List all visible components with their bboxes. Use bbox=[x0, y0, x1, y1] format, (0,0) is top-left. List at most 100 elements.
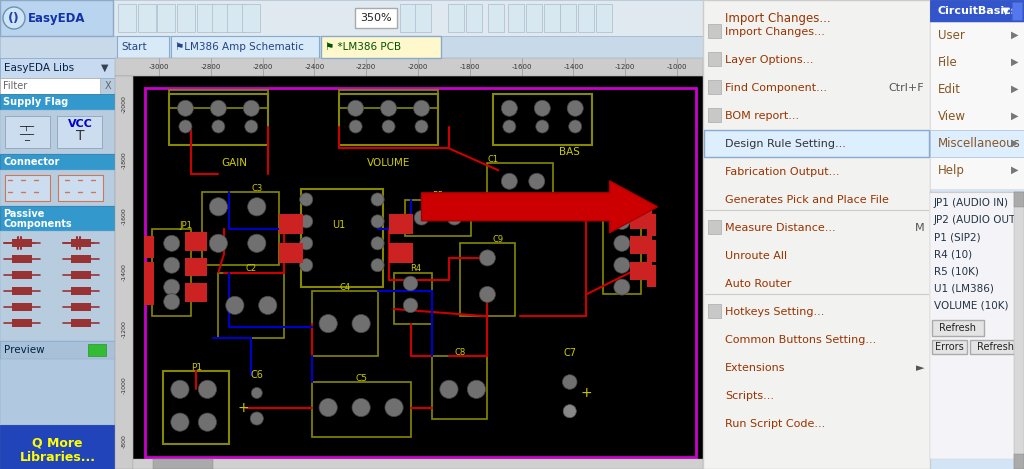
Circle shape bbox=[179, 120, 193, 133]
Circle shape bbox=[245, 120, 258, 133]
Bar bbox=[630, 262, 652, 280]
Text: -2000: -2000 bbox=[122, 95, 127, 113]
Text: -2800: -2800 bbox=[201, 64, 221, 70]
Bar bbox=[415, 4, 431, 32]
Bar bbox=[12, 255, 32, 263]
Bar bbox=[0, 0, 113, 36]
Bar bbox=[71, 303, 91, 311]
Bar bbox=[630, 236, 652, 254]
Bar bbox=[708, 80, 721, 94]
Circle shape bbox=[528, 173, 545, 189]
Bar bbox=[279, 243, 303, 264]
Text: VOLUME: VOLUME bbox=[367, 158, 411, 168]
Text: ▶: ▶ bbox=[1011, 30, 1018, 40]
Text: U1 (LM386): U1 (LM386) bbox=[934, 283, 994, 293]
Circle shape bbox=[613, 257, 630, 273]
Text: Libraries...: Libraries... bbox=[19, 451, 95, 463]
Bar bbox=[118, 4, 136, 32]
Text: Preview: Preview bbox=[4, 345, 45, 355]
Circle shape bbox=[199, 413, 216, 431]
Bar bbox=[0, 425, 115, 469]
Circle shape bbox=[613, 279, 630, 295]
Text: (): () bbox=[8, 12, 19, 24]
Bar bbox=[138, 4, 156, 32]
Text: Run Script Code...: Run Script Code... bbox=[725, 419, 825, 429]
Bar bbox=[930, 192, 1024, 459]
Bar bbox=[0, 36, 1024, 58]
Text: ▼: ▼ bbox=[101, 63, 109, 73]
Circle shape bbox=[440, 380, 458, 399]
Bar bbox=[388, 243, 414, 264]
Bar bbox=[930, 22, 1024, 189]
Bar bbox=[596, 4, 612, 32]
Bar bbox=[1014, 192, 1024, 207]
Text: ▶: ▶ bbox=[1011, 57, 1018, 67]
Bar bbox=[5, 175, 50, 201]
Bar bbox=[388, 214, 414, 234]
Circle shape bbox=[250, 412, 263, 425]
Text: Connector: Connector bbox=[3, 157, 59, 167]
Bar bbox=[708, 220, 721, 234]
Bar bbox=[708, 52, 721, 66]
Text: -1000: -1000 bbox=[667, 64, 687, 70]
Bar bbox=[144, 262, 155, 283]
Bar bbox=[339, 94, 438, 145]
Text: ───: ─── bbox=[19, 129, 35, 138]
Text: Layer Options...: Layer Options... bbox=[725, 55, 813, 65]
Bar bbox=[932, 340, 967, 354]
Text: -2200: -2200 bbox=[356, 64, 376, 70]
Bar bbox=[0, 94, 115, 110]
Text: C1: C1 bbox=[487, 155, 499, 164]
Bar bbox=[71, 271, 91, 279]
Circle shape bbox=[209, 234, 227, 252]
Bar bbox=[508, 4, 524, 32]
Bar bbox=[157, 4, 175, 32]
Text: JP1 (AUDIO IN): JP1 (AUDIO IN) bbox=[934, 198, 1009, 208]
Circle shape bbox=[225, 296, 244, 315]
Text: -3000: -3000 bbox=[148, 64, 169, 70]
Text: C5: C5 bbox=[355, 374, 368, 383]
Bar bbox=[115, 58, 703, 76]
Bar bbox=[646, 240, 656, 262]
Circle shape bbox=[613, 235, 630, 251]
Text: Errors: Errors bbox=[935, 342, 964, 352]
Bar bbox=[153, 459, 213, 469]
Text: User: User bbox=[938, 29, 965, 41]
Circle shape bbox=[381, 100, 396, 116]
Text: T: T bbox=[76, 129, 84, 143]
Text: -1800: -1800 bbox=[122, 151, 127, 169]
Circle shape bbox=[164, 235, 180, 251]
Bar bbox=[1012, 2, 1022, 20]
Bar bbox=[339, 90, 438, 108]
Bar bbox=[311, 291, 378, 356]
Bar bbox=[493, 94, 592, 145]
Text: -2600: -2600 bbox=[252, 64, 272, 70]
Circle shape bbox=[371, 237, 384, 250]
Text: ►: ► bbox=[915, 363, 924, 373]
Bar bbox=[171, 36, 319, 58]
Bar bbox=[133, 459, 703, 469]
Circle shape bbox=[567, 100, 584, 116]
Circle shape bbox=[300, 193, 312, 206]
Circle shape bbox=[300, 237, 312, 250]
Text: ▶: ▶ bbox=[1011, 111, 1018, 121]
Bar bbox=[0, 78, 100, 94]
Bar bbox=[71, 319, 91, 327]
Bar bbox=[71, 287, 91, 295]
Bar bbox=[394, 272, 432, 324]
Circle shape bbox=[562, 375, 578, 389]
Text: Miscellaneous: Miscellaneous bbox=[938, 136, 1021, 150]
Text: -1400: -1400 bbox=[122, 264, 127, 281]
Text: VOLUME (10K): VOLUME (10K) bbox=[934, 300, 1009, 310]
Bar bbox=[164, 371, 229, 444]
Text: ▶: ▶ bbox=[1011, 138, 1018, 148]
Bar bbox=[400, 4, 416, 32]
Circle shape bbox=[447, 211, 462, 225]
Bar bbox=[708, 24, 721, 38]
Text: Passive: Passive bbox=[3, 209, 44, 219]
Circle shape bbox=[385, 399, 403, 416]
Circle shape bbox=[164, 279, 180, 295]
Circle shape bbox=[300, 215, 312, 228]
Text: Help: Help bbox=[938, 164, 965, 176]
Text: X: X bbox=[104, 81, 112, 91]
